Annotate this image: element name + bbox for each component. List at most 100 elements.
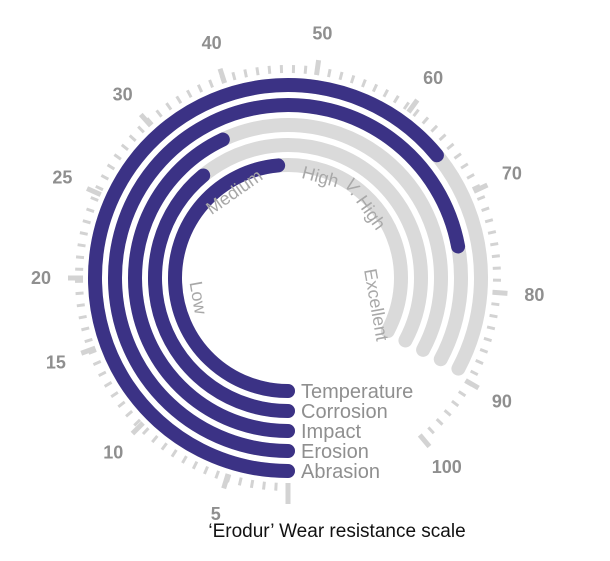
major-tick bbox=[138, 112, 153, 128]
minor-tick bbox=[75, 291, 84, 296]
minor-tick bbox=[471, 183, 481, 191]
minor-tick bbox=[77, 243, 86, 248]
minor-tick bbox=[186, 89, 193, 99]
minor-tick bbox=[203, 465, 209, 475]
major-tick bbox=[406, 98, 420, 114]
minor-tick bbox=[84, 337, 93, 344]
major-tick bbox=[86, 186, 102, 197]
minor-tick bbox=[181, 455, 188, 464]
minor-tick bbox=[487, 230, 497, 235]
chart-title: ‘Erodur’ Wear resistance scale bbox=[208, 521, 465, 542]
major-tick bbox=[417, 433, 432, 449]
minor-tick bbox=[267, 65, 272, 74]
minor-tick bbox=[443, 409, 452, 417]
minor-tick bbox=[421, 116, 430, 125]
minor-tick bbox=[231, 71, 237, 81]
minor-tick bbox=[208, 79, 214, 88]
major-tick bbox=[80, 345, 97, 356]
series-label: Abrasion bbox=[301, 461, 380, 483]
minor-tick bbox=[103, 381, 113, 388]
minor-tick bbox=[486, 325, 496, 331]
minor-tick bbox=[106, 163, 116, 171]
value-bars bbox=[88, 78, 466, 478]
major-tick bbox=[464, 378, 480, 391]
minor-tick bbox=[133, 418, 142, 427]
major-tick bbox=[217, 67, 228, 84]
tick-label: 40 bbox=[202, 33, 222, 53]
minor-tick bbox=[78, 314, 87, 320]
minor-tick bbox=[460, 162, 469, 170]
tick-label: 5 bbox=[211, 504, 221, 524]
minor-tick bbox=[481, 206, 490, 212]
minor-tick bbox=[90, 196, 99, 202]
major-tick bbox=[221, 473, 231, 490]
minor-tick bbox=[79, 231, 89, 236]
minor-tick bbox=[451, 399, 460, 408]
minor-tick bbox=[484, 218, 494, 224]
bar-impact bbox=[128, 132, 295, 438]
tick-label: 20 bbox=[31, 268, 51, 288]
minor-tick bbox=[113, 153, 122, 161]
bar-erosion bbox=[108, 98, 466, 458]
major-tick bbox=[472, 182, 489, 194]
series-labels: AbrasionErosionImpactCorrosionTemperatur… bbox=[301, 381, 413, 483]
series-label: Temperature bbox=[301, 381, 413, 403]
minor-tick bbox=[120, 143, 129, 151]
minor-tick bbox=[466, 173, 475, 180]
minor-tick bbox=[196, 84, 204, 93]
minor-tick bbox=[85, 207, 95, 214]
minor-tick bbox=[160, 442, 168, 451]
minor-tick bbox=[490, 242, 499, 247]
minor-tick bbox=[430, 124, 439, 133]
tick-label: 30 bbox=[113, 84, 133, 104]
minor-tick bbox=[175, 95, 183, 104]
bar-abrasion bbox=[88, 78, 444, 478]
tick-label: 15 bbox=[46, 353, 66, 373]
tick-label: 70 bbox=[502, 164, 522, 184]
tick-label: 100 bbox=[432, 457, 462, 477]
minor-tick bbox=[479, 348, 489, 354]
bar-corrosion bbox=[148, 168, 295, 418]
minor-tick bbox=[262, 481, 266, 490]
minor-tick bbox=[446, 142, 455, 151]
minor-tick bbox=[214, 470, 220, 479]
minor-tick bbox=[155, 109, 163, 118]
minor-tick bbox=[475, 359, 484, 365]
minor-tick bbox=[98, 370, 107, 378]
tick-label: 25 bbox=[52, 168, 72, 188]
minor-tick bbox=[476, 195, 486, 201]
band-label: Excellent bbox=[360, 267, 392, 342]
minor-tick bbox=[361, 79, 367, 88]
minor-tick bbox=[382, 89, 389, 98]
minor-tick bbox=[402, 101, 410, 110]
minor-tick bbox=[371, 83, 379, 93]
tick-label: 80 bbox=[524, 285, 544, 305]
tick-label: 10 bbox=[103, 443, 123, 463]
minor-tick bbox=[100, 174, 110, 181]
minor-tick bbox=[349, 74, 356, 84]
minor-tick bbox=[338, 71, 344, 81]
tick-labels: 5 10 15 20 25 30 40 50 60 70 80 90 100 bbox=[31, 23, 544, 524]
minor-tick bbox=[81, 326, 90, 332]
tick-label: 60 bbox=[423, 68, 443, 88]
series-label: Corrosion bbox=[301, 401, 388, 423]
minor-tick bbox=[483, 336, 493, 343]
minor-tick bbox=[117, 400, 126, 408]
minor-tick bbox=[128, 134, 137, 142]
minor-tick bbox=[412, 108, 420, 117]
minor-tick bbox=[237, 477, 243, 486]
band-label: High bbox=[300, 162, 341, 191]
minor-tick bbox=[170, 449, 178, 458]
minor-tick bbox=[435, 418, 444, 426]
minor-tick bbox=[92, 360, 102, 367]
minor-tick bbox=[327, 68, 332, 78]
minor-tick bbox=[137, 125, 145, 134]
minor-tick bbox=[249, 479, 255, 489]
major-tick bbox=[314, 59, 322, 76]
minor-tick bbox=[110, 391, 119, 399]
tick-label: 90 bbox=[492, 392, 512, 412]
series-label: Impact bbox=[301, 421, 361, 443]
tick-ring bbox=[68, 59, 508, 504]
minor-tick bbox=[392, 95, 400, 104]
